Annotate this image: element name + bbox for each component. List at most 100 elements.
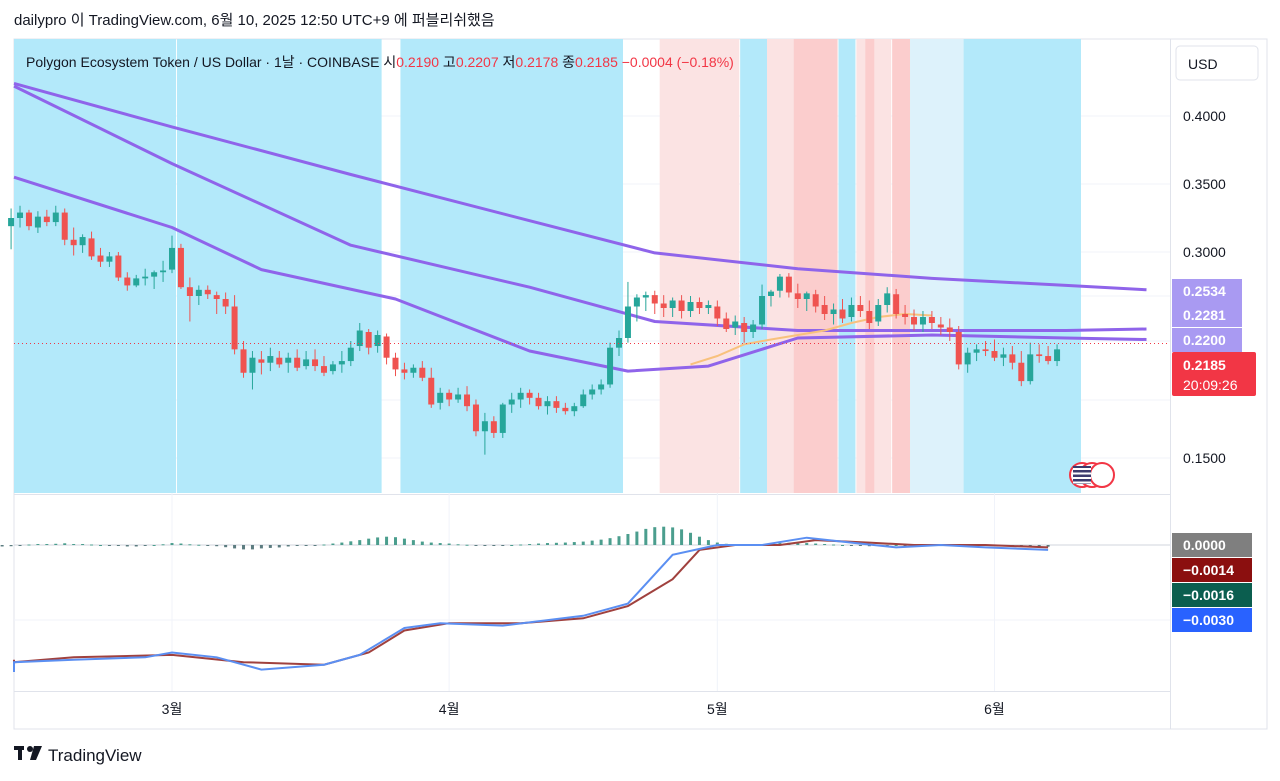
histogram-bar	[814, 543, 818, 545]
candle-body	[875, 305, 882, 322]
histogram-bar	[510, 545, 514, 546]
candle	[213, 291, 220, 314]
currency-button[interactable]: USD	[1175, 45, 1259, 81]
candle-body	[696, 302, 703, 308]
candle-body	[928, 317, 935, 323]
candle-body	[535, 397, 542, 407]
candle	[911, 309, 918, 331]
ma-tag-label: 0.2200	[1183, 332, 1226, 348]
candle	[517, 387, 524, 408]
candle	[678, 295, 685, 319]
candle	[1000, 347, 1007, 367]
candle-body	[88, 238, 95, 257]
histogram-bar	[483, 545, 487, 546]
candle-body	[1054, 349, 1061, 362]
histogram-bar	[0, 545, 4, 547]
candle-body	[759, 296, 766, 325]
candle	[553, 396, 560, 413]
currency-button-bg	[1175, 45, 1259, 81]
candle	[329, 361, 336, 375]
histogram-bar	[447, 543, 451, 545]
legend-field: Polygon Ecosystem Token / US Dollar · 1날…	[26, 54, 383, 70]
candle-body	[428, 377, 435, 405]
candle-body	[52, 212, 59, 223]
candle-body	[25, 212, 32, 227]
logo-mark	[27, 746, 33, 752]
candle	[106, 252, 113, 267]
candle	[285, 352, 292, 373]
moving-average-tags: 0.2534 0.2281 0.2200	[1172, 279, 1242, 352]
histogram-bar	[492, 545, 496, 546]
legend-field: 고	[443, 54, 456, 70]
candle	[70, 227, 77, 256]
candle-body	[1018, 362, 1025, 382]
histogram-bar	[143, 545, 147, 546]
background-band	[838, 39, 856, 493]
histogram-bar	[322, 544, 326, 546]
candle-body	[678, 300, 685, 311]
candle-body	[884, 293, 891, 305]
candle	[204, 285, 211, 299]
histogram-bar	[438, 543, 442, 545]
candle	[1027, 342, 1034, 385]
candle-body	[410, 367, 417, 373]
candle	[276, 351, 283, 368]
candle-body	[741, 323, 748, 332]
candle	[365, 329, 372, 355]
macd-value-tags: 0.0000 −0.0014 −0.0016 −0.0030	[1172, 533, 1252, 632]
candle-body	[249, 357, 256, 373]
candle	[973, 344, 980, 362]
candle	[955, 326, 962, 370]
price-tick-label: 0.1500	[1183, 450, 1226, 466]
histogram-bar	[250, 545, 254, 550]
candle	[79, 234, 86, 253]
candle-body	[589, 389, 596, 395]
candle-body	[276, 357, 283, 365]
candle	[25, 209, 32, 231]
macd-line	[13, 536, 1049, 672]
macd-tag-label: 0.0000	[1183, 537, 1226, 553]
histogram-bar	[134, 545, 138, 547]
candle-body	[642, 295, 649, 298]
last-price-tag: 0.2185 20:09:26	[1172, 352, 1256, 396]
event-marker	[1089, 462, 1115, 488]
histogram-bar	[626, 534, 630, 545]
candle-body	[79, 237, 86, 246]
candle	[312, 349, 319, 372]
us-flag-canton	[1073, 466, 1091, 484]
candle	[115, 252, 122, 282]
histogram-bar	[197, 544, 201, 546]
histogram-bar	[465, 544, 469, 546]
candle-body	[383, 336, 390, 358]
candle	[303, 351, 310, 370]
histogram-bar	[662, 526, 666, 545]
histogram-bar	[823, 544, 827, 546]
tradingview-logo: TradingView	[14, 746, 142, 765]
histogram-bar	[313, 545, 317, 546]
candle	[195, 285, 202, 305]
candle	[160, 260, 167, 282]
ma-tag-label: 0.2281	[1183, 307, 1226, 323]
histogram-bar	[1037, 545, 1041, 547]
candle	[812, 289, 819, 313]
legend-field: 0.2178	[515, 54, 562, 70]
histogram-bar	[206, 545, 210, 546]
candle-body	[964, 352, 971, 365]
us-flag-stripe	[1073, 481, 1091, 484]
price-tick-label: 0.3500	[1183, 176, 1226, 192]
candle	[741, 317, 748, 343]
candle	[830, 303, 837, 325]
candle	[893, 288, 900, 319]
ma-tag-label: 0.2534	[1183, 283, 1226, 299]
histogram-bar	[63, 543, 67, 545]
histogram-bar	[340, 542, 344, 545]
candle	[240, 341, 247, 378]
histogram-bar	[152, 545, 156, 546]
histogram-bar	[9, 545, 13, 547]
legend-line: Polygon Ecosystem Token / US Dollar · 1날…	[26, 54, 734, 70]
histogram-bar	[858, 545, 862, 546]
candle	[481, 412, 488, 455]
time-tick-label: 5월	[707, 701, 728, 717]
candle	[455, 387, 462, 403]
